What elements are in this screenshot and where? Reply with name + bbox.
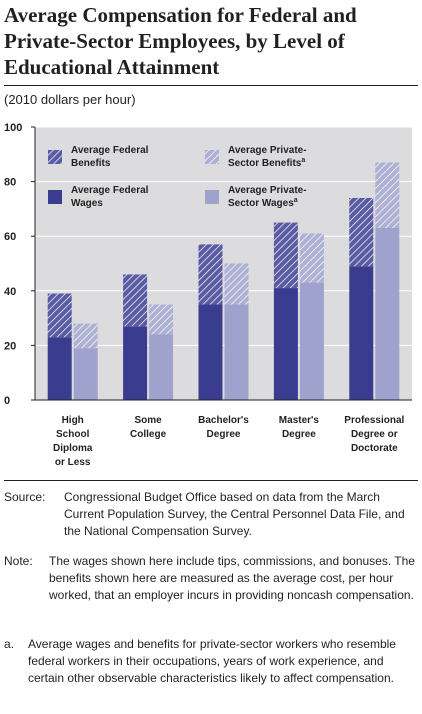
federal-wages-bar bbox=[273, 288, 298, 400]
legend-swatch-private-wages bbox=[205, 190, 219, 204]
gridlines bbox=[35, 126, 412, 346]
note-label: Note: bbox=[4, 554, 33, 568]
private-wages-bar bbox=[224, 304, 249, 400]
source-note: Source: Congressional Budget Office base… bbox=[4, 489, 418, 540]
private-wages-bar bbox=[375, 228, 400, 400]
legend-label: Average Private- bbox=[228, 145, 307, 156]
y-tick-label: 40 bbox=[4, 286, 16, 298]
axes: 0 20 40 60 80 100 High School Diploma or Less Some… bbox=[4, 122, 412, 468]
legend-label: Average Private- bbox=[228, 185, 307, 196]
legend-label: Average Federal bbox=[71, 185, 149, 196]
private-benefits-bar bbox=[375, 162, 400, 229]
legend-footnote-marker: a bbox=[294, 197, 298, 204]
x-category-label: High bbox=[62, 415, 84, 426]
private-wages-bar bbox=[149, 334, 174, 400]
source-label: Source: bbox=[4, 490, 46, 504]
y-tick-label: 60 bbox=[4, 231, 16, 243]
legend-label: Wages bbox=[71, 198, 103, 209]
footnote-text: Average wages and benefits for private-s… bbox=[28, 637, 396, 685]
private-wages-bar bbox=[73, 348, 98, 400]
x-category-label: Degree bbox=[207, 429, 241, 440]
x-category-label: Bachelor's bbox=[198, 415, 249, 426]
federal-wages-bar bbox=[198, 304, 223, 400]
federal-benefits-bar bbox=[349, 197, 374, 267]
federal-benefits-bar bbox=[198, 244, 223, 305]
legend-label: Sector Benefitsa bbox=[228, 157, 305, 169]
private-wages-bar bbox=[299, 282, 324, 400]
x-category-label: Diploma bbox=[53, 443, 93, 454]
private-benefits-bar bbox=[73, 323, 98, 349]
title-rule bbox=[4, 85, 418, 86]
x-category-label: School bbox=[56, 429, 90, 440]
legend-label: Average Federal bbox=[71, 145, 149, 156]
legend-swatch-federal-wages bbox=[48, 190, 62, 204]
federal-benefits-bar bbox=[123, 274, 148, 327]
x-category-label: or Less bbox=[55, 457, 91, 468]
federal-wages-bar bbox=[123, 326, 148, 400]
bars bbox=[47, 162, 400, 400]
private-benefits-bar bbox=[299, 233, 324, 283]
private-benefits-bar bbox=[149, 304, 174, 335]
federal-wages-bar bbox=[47, 337, 72, 400]
chart-subtitle: (2010 dollars per hour) bbox=[4, 92, 136, 107]
private-benefits-bar bbox=[224, 263, 249, 305]
compensation-bar-chart: 0 20 40 60 80 100 High School Diploma or Less Some… bbox=[4, 122, 412, 468]
plot-background bbox=[35, 127, 412, 400]
x-category-label: Some bbox=[134, 415, 162, 426]
source-text: Congressional Budget Office based on dat… bbox=[64, 490, 405, 538]
legend-swatch-federal-benefits bbox=[48, 150, 62, 164]
legend-footnote-marker: a bbox=[301, 157, 305, 164]
y-tick-label: 100 bbox=[4, 122, 22, 134]
x-category-label: Doctorate bbox=[351, 443, 398, 454]
chart-title: Average Compensation for Federal and Pri… bbox=[4, 3, 357, 79]
x-category-label: Degree or bbox=[351, 429, 398, 440]
note-text: The wages shown here include tips, commi… bbox=[49, 554, 415, 602]
y-tick-label: 80 bbox=[4, 177, 16, 189]
chart-bottom-rule bbox=[4, 480, 418, 481]
legend-label: Sector Wagesa bbox=[228, 197, 298, 209]
federal-benefits-bar bbox=[273, 222, 298, 289]
note: Note: The wages shown here include tips,… bbox=[4, 553, 418, 604]
legend-label: Benefits bbox=[71, 158, 111, 169]
legend-swatch-private-benefits bbox=[205, 150, 219, 164]
x-category-label: Master's bbox=[279, 415, 320, 426]
y-tick-label: 20 bbox=[4, 340, 16, 352]
footnote-a: a. Average wages and benefits for privat… bbox=[4, 636, 418, 687]
federal-benefits-bar bbox=[47, 293, 72, 338]
x-category-label: College bbox=[130, 429, 167, 440]
federal-wages-bar bbox=[349, 266, 374, 400]
footnote-label: a. bbox=[4, 637, 15, 651]
x-category-label: Professional bbox=[344, 415, 404, 426]
y-tick-label: 0 bbox=[4, 395, 10, 407]
x-category-label: Degree bbox=[282, 429, 316, 440]
